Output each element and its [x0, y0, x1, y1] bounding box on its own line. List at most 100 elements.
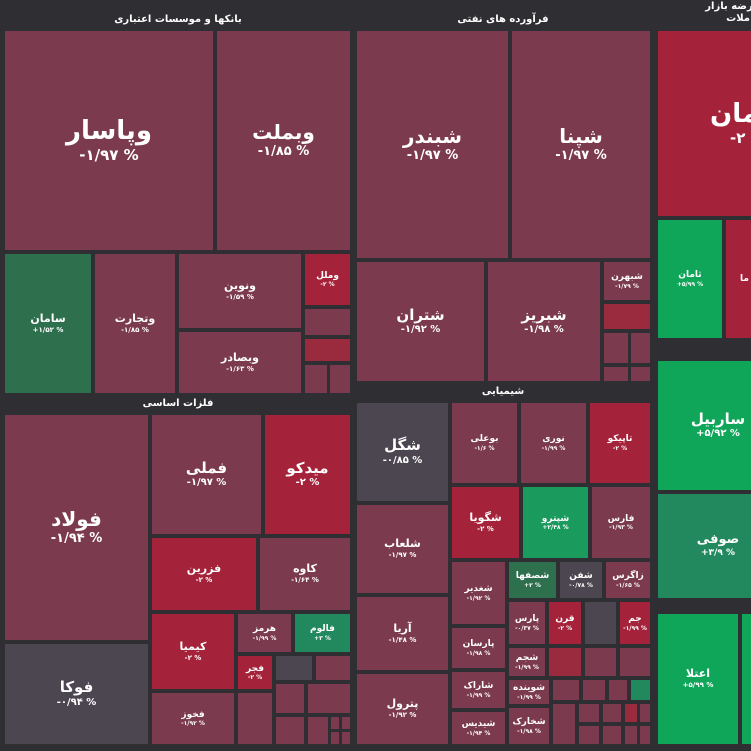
tile-shpena[interactable]: شپنا -۱/۹۷ % [512, 31, 650, 258]
tile-shgooya[interactable]: شگویا -۲ % [452, 487, 519, 558]
tile-qarn[interactable]: قرن -۲ % [549, 602, 581, 644]
tile-small[interactable] [603, 726, 621, 744]
tile-small[interactable] [305, 339, 350, 361]
tile-small[interactable] [585, 602, 616, 644]
tile-small[interactable] [604, 367, 628, 381]
tile-small[interactable] [631, 333, 650, 363]
tile-shapetro[interactable]: شپترو +۲/۴۸ % [523, 487, 588, 558]
tile-arya[interactable]: آریا -۱/۴۸ % [357, 597, 448, 670]
tile-foka[interactable]: فوکا -۰/۹۴ % [5, 644, 148, 744]
tile-small[interactable] [640, 704, 650, 722]
tile-soufi[interactable]: صوفی +۳/۹ % [658, 494, 751, 598]
tile-small[interactable] [316, 656, 350, 680]
tile-small[interactable] [583, 680, 605, 700]
tile-shelab[interactable]: شلعاب -۱/۹۷ % [357, 505, 448, 593]
tile-small[interactable] [342, 732, 350, 744]
tile-vbsader[interactable]: وبصادر -۱/۶۳ % [179, 332, 301, 393]
tile-percent: -۱/۷۹ % [615, 282, 639, 290]
tile-taman[interactable]: ثامان +۵/۹۹ % [658, 220, 722, 338]
tile-small[interactable] [308, 684, 350, 713]
tile-jam[interactable]: جم -۱/۹۹ % [620, 602, 650, 644]
tile-small[interactable] [276, 684, 304, 713]
tile-fameli[interactable]: فملی -۱/۹۷ % [152, 415, 261, 534]
tile-parsan[interactable]: پارسان -۱/۹۸ % [452, 628, 505, 668]
tile-small[interactable] [625, 704, 637, 722]
tile-fakhooz[interactable]: فخوز -۱/۹۲ % [152, 693, 234, 744]
tile-small[interactable] [579, 726, 599, 744]
tile-small[interactable] [331, 732, 339, 744]
tile-shasfaha[interactable]: شصفها +۲ % [509, 562, 556, 598]
tile-percent: -۰/۷۸ % [569, 581, 593, 589]
tile-small[interactable] [579, 704, 599, 722]
tile-sarbil[interactable]: ساربیل +۵/۹۲ % [658, 361, 751, 490]
tile-vapasar[interactable]: وپاسار -۱/۹۷ % [5, 31, 213, 250]
tile-small[interactable] [603, 704, 621, 722]
tile-vnovin[interactable]: ونوین -۱/۵۹ % [179, 254, 301, 328]
tile-shefan[interactable]: شفن -۰/۷۸ % [560, 562, 602, 598]
tile-small[interactable] [585, 648, 616, 676]
tile-small[interactable] [276, 656, 312, 680]
tile-small[interactable] [631, 680, 650, 700]
tile-fajr[interactable]: فجر -۲ % [238, 656, 272, 689]
tile-noori[interactable]: نوری -۱/۹۹ % [521, 403, 586, 483]
tile-shegol[interactable]: شگل -۰/۸۵ % [357, 403, 448, 501]
tile-name: فملی [185, 458, 228, 477]
tile-small[interactable] [308, 717, 328, 744]
tile-shkhark[interactable]: شخارک -۱/۹۸ % [509, 708, 549, 744]
tile-midko[interactable]: میدکو -۲ % [265, 415, 350, 534]
tile-small[interactable] [620, 648, 650, 676]
tile-name: فوکا [59, 678, 94, 697]
tile-saman[interactable]: سامان +۱/۵۲ % [5, 254, 91, 393]
tile-small[interactable] [549, 648, 581, 676]
tile-vtejarat[interactable]: وتجارت -۱/۸۵ % [95, 254, 175, 393]
tile-shbriz[interactable]: شبریز -۱/۹۸ % [488, 262, 600, 381]
tile-hormoz[interactable]: هرمز -۱/۹۹ % [238, 614, 291, 652]
tile-pars[interactable]: پارس -۰/۳۷ % [509, 602, 545, 644]
tile-name: شپترو [541, 513, 570, 524]
tile-zagros[interactable]: زاگرس -۱/۶۵ % [606, 562, 650, 598]
tile-shtran[interactable]: شتران -۱/۹۲ % [357, 262, 484, 381]
tile-sharak[interactable]: شاراک -۱/۹۹ % [452, 672, 505, 708]
tile-name: شجم [515, 653, 539, 664]
tile-small[interactable] [609, 680, 627, 700]
tile-small[interactable] [631, 367, 650, 381]
tile-small[interactable] [640, 726, 650, 744]
tile-tapiko[interactable]: تاپیکو -۲ % [590, 403, 650, 483]
tile-small[interactable] [553, 680, 579, 700]
tile-booali[interactable]: بوعلی -۱/۶ % [452, 403, 517, 483]
tile-foolad[interactable]: فولاد -۱/۹۴ % [5, 415, 148, 640]
tile-small[interactable] [625, 726, 637, 744]
tile-name: ما [740, 273, 749, 284]
tile-small[interactable] [305, 365, 327, 393]
tile-small[interactable] [742, 614, 751, 744]
tile-small[interactable] [342, 717, 350, 729]
tile-shjam[interactable]: شجم -۱/۹۹ % [509, 648, 545, 676]
tile-vbemellat[interactable]: وبملت -۱/۸۵ % [217, 31, 350, 250]
tile-small[interactable] [238, 693, 272, 744]
tile-small[interactable] [604, 304, 650, 329]
tile-name: پترول [386, 697, 419, 711]
tile-shavineh[interactable]: شوینده -۱/۹۹ % [509, 680, 549, 704]
tile-ma-partial[interactable]: ما [726, 220, 751, 338]
tile-kimia[interactable]: کیمیا -۲ % [152, 614, 234, 689]
tile-kaveh[interactable]: کاوه -۱/۶۴ % [260, 538, 350, 610]
tile-petrol[interactable]: پترول -۱/۹۲ % [357, 674, 448, 744]
tile-atala[interactable]: اعتلا +۵/۹۹ % [658, 614, 738, 744]
tile-shbandar[interactable]: شبندر -۱/۹۷ % [357, 31, 508, 258]
tile-fozarin[interactable]: فزرین -۲ % [152, 538, 256, 610]
tile-shghadir[interactable]: شغدیر -۱/۹۲ % [452, 562, 505, 624]
tile-fars[interactable]: فارس -۱/۹۳ % [592, 487, 650, 558]
tile-small[interactable] [330, 365, 350, 393]
tile-small[interactable] [604, 333, 628, 363]
tile-falum[interactable]: فالوم +۳ % [295, 614, 350, 652]
tile-shidis[interactable]: شیدیس -۱/۹۴ % [452, 712, 505, 744]
tile-small[interactable] [331, 717, 339, 729]
tile-shbahran[interactable]: شبهرن -۱/۷۹ % [604, 262, 650, 300]
tile-percent: -۱/۶۳ % [226, 364, 254, 373]
tile-small[interactable] [276, 717, 304, 744]
tile-vmellal[interactable]: وملل -۲ % [305, 254, 350, 305]
tile-small[interactable] [553, 704, 575, 744]
tile-small[interactable] [305, 309, 350, 335]
tile-name: شاراک [463, 681, 494, 692]
tile-saman-big[interactable]: سامان-۲ [658, 31, 751, 216]
